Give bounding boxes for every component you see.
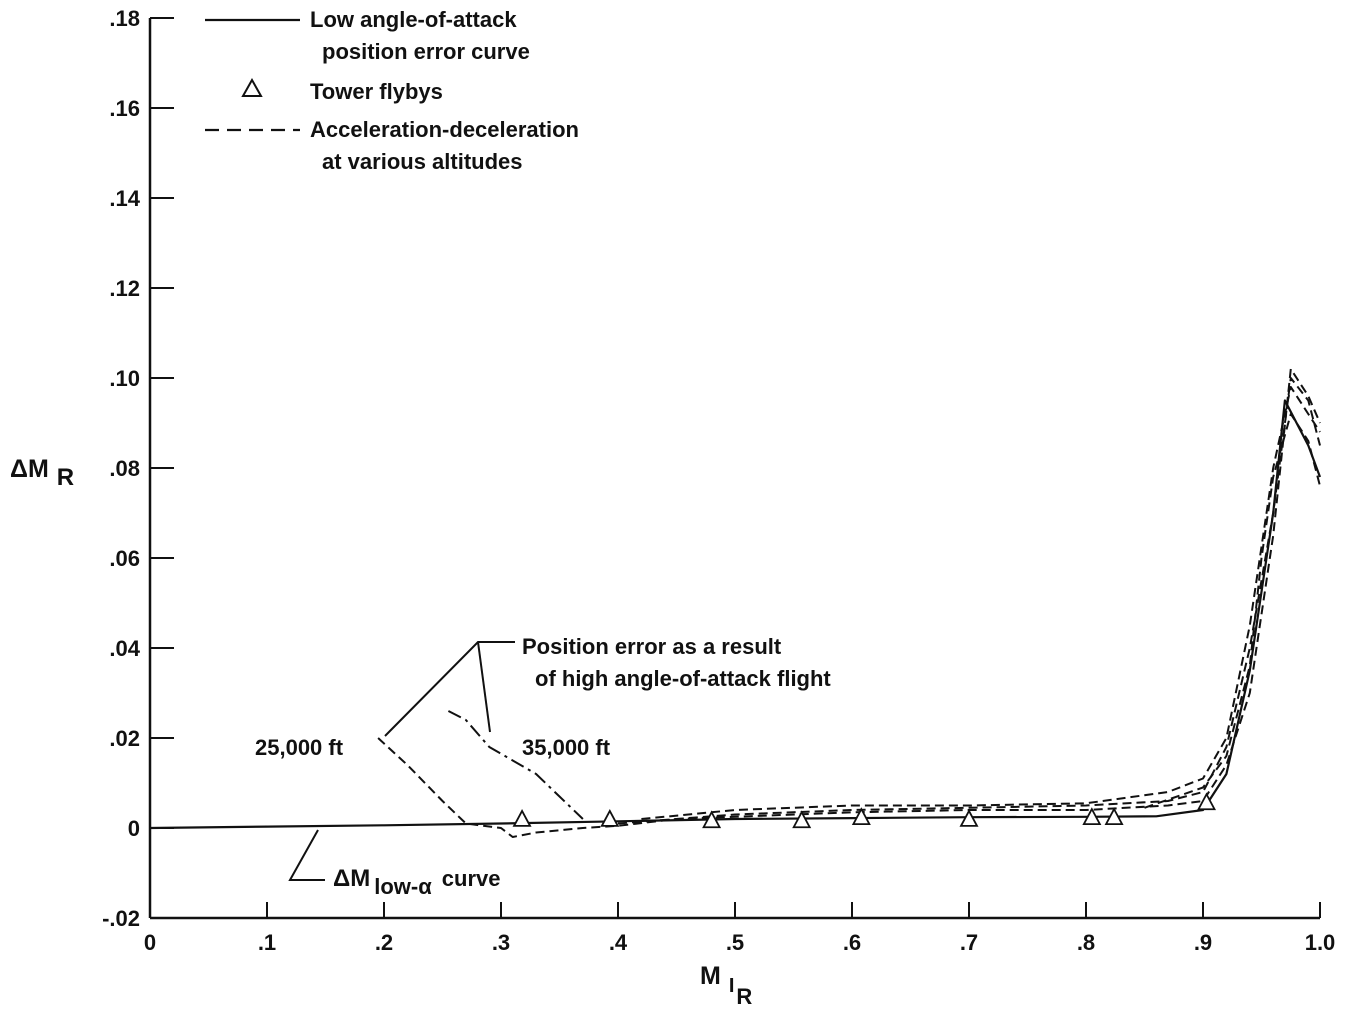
x-tick-label: .9 (1194, 930, 1212, 955)
legend-dashed-label-line2: at various altitudes (322, 149, 523, 174)
accel-decel-curve-2 (377, 377, 1321, 838)
high-alpha-note-line1: Position error as a result (522, 634, 782, 659)
plot-lines (149, 368, 1322, 838)
low-alpha-curve (149, 399, 1322, 830)
tower-flyby-marker (600, 808, 620, 827)
accel-decel-curve-3 (447, 710, 584, 820)
low-alpha-leader (288, 829, 325, 881)
y-tick-label: .02 (109, 726, 140, 751)
x-axis-title-main: M (700, 962, 721, 990)
accel-decel-curve-4 (617, 368, 1321, 825)
y-tick-label: -.02 (102, 906, 140, 931)
y-tick-label: 0 (128, 816, 140, 841)
low-alpha-sub: low-α (374, 874, 432, 899)
y-tick-label: .04 (109, 636, 140, 661)
low-alpha-prefix: ΔM (333, 865, 370, 892)
y-axis-title-main: ΔM (10, 455, 49, 483)
annotations: Position error as a result of high angle… (255, 634, 831, 899)
y-tick-label: .18 (109, 6, 140, 31)
low-alpha-suffix: curve (442, 866, 501, 891)
y-tick-label: .08 (109, 456, 140, 481)
tower-flyby-marker (1197, 792, 1217, 811)
tower-flyby-marker (512, 808, 532, 827)
y-tick-label: .10 (109, 366, 140, 391)
legend-solid-label-line1: Low angle-of-attack (310, 7, 517, 32)
x-tick-label: .5 (726, 930, 744, 955)
tower-flyby-marker (851, 807, 871, 825)
tower-flyby-marker (1082, 807, 1102, 825)
tower-flyby-marker (1104, 807, 1124, 825)
alt-25000-label: 25,000 ft (255, 735, 344, 760)
y-axis-title: ΔM R (10, 455, 74, 491)
legend-triangle-label: Tower flybys (310, 79, 443, 104)
x-ticks: 0 .1 .2 .3 .4 .5 .6 .7 .8 .9 1.0 (144, 902, 1335, 955)
x-tick-label: .3 (492, 930, 510, 955)
y-ticks: -.02 0 .02 .04 .06 .08 .10 .12 .14 .16 .18 (102, 6, 174, 931)
alt-35000-label: 35,000 ft (522, 735, 611, 760)
x-axis-title: M IR (700, 962, 752, 1009)
x-tick-label: 0 (144, 930, 156, 955)
y-tick-label: .06 (109, 546, 140, 571)
x-tick-label: .1 (258, 930, 276, 955)
y-tick-label: .14 (109, 186, 140, 211)
legend-solid-label-line2: position error curve (322, 39, 530, 64)
accel-decel-curve-6 (1144, 413, 1321, 809)
tower-flyby-marker (959, 808, 979, 827)
x-axis-title-subsub: R (736, 984, 752, 1009)
legend: Low angle-of-attack position error curve… (205, 7, 579, 174)
y-axis-title-sub: R (57, 464, 74, 491)
high-alpha-leader-25k (384, 641, 515, 737)
x-tick-label: .2 (375, 930, 393, 955)
tower-flyby-markers (512, 792, 1217, 829)
y-tick-label: .12 (109, 276, 140, 301)
tower-flyby-marker (702, 810, 722, 829)
high-alpha-note-line2: of high angle-of-attack flight (535, 666, 831, 691)
legend-dashed-label-line1: Acceleration-deceleration (310, 117, 579, 142)
high-alpha-leader-35k (477, 641, 491, 733)
y-tick-label: .16 (109, 96, 140, 121)
x-tick-label: .6 (843, 930, 861, 955)
accel-decel-curve-5 (641, 386, 1321, 820)
x-tick-label: .7 (960, 930, 978, 955)
x-tick-label: .8 (1077, 930, 1095, 955)
x-axis-title-sub: I (729, 975, 735, 997)
tower-flyby-marker (792, 810, 812, 829)
legend-triangle-icon (241, 77, 263, 97)
x-tick-label: 1.0 (1305, 930, 1336, 955)
low-alpha-label: ΔM low-α curve (333, 865, 500, 899)
x-tick-label: .4 (609, 930, 628, 955)
